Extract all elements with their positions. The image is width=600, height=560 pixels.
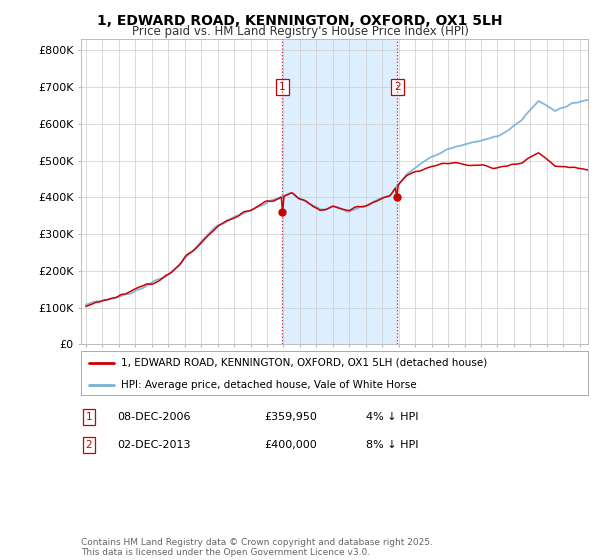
Text: 1, EDWARD ROAD, KENNINGTON, OXFORD, OX1 5LH (detached house): 1, EDWARD ROAD, KENNINGTON, OXFORD, OX1 … <box>121 358 487 368</box>
Text: £400,000: £400,000 <box>264 440 317 450</box>
Text: 4% ↓ HPI: 4% ↓ HPI <box>366 412 419 422</box>
Text: 1, EDWARD ROAD, KENNINGTON, OXFORD, OX1 5LH: 1, EDWARD ROAD, KENNINGTON, OXFORD, OX1 … <box>97 14 503 28</box>
Text: Contains HM Land Registry data © Crown copyright and database right 2025.
This d: Contains HM Land Registry data © Crown c… <box>81 538 433 557</box>
Text: HPI: Average price, detached house, Vale of White Horse: HPI: Average price, detached house, Vale… <box>121 380 416 390</box>
Text: 1: 1 <box>85 412 92 422</box>
Text: 2: 2 <box>394 82 401 92</box>
Text: 1: 1 <box>279 82 286 92</box>
Text: 02-DEC-2013: 02-DEC-2013 <box>117 440 191 450</box>
Bar <box>282 39 397 344</box>
Text: 08-DEC-2006: 08-DEC-2006 <box>117 412 191 422</box>
Text: 2: 2 <box>85 440 92 450</box>
Text: £359,950: £359,950 <box>264 412 317 422</box>
Text: Price paid vs. HM Land Registry's House Price Index (HPI): Price paid vs. HM Land Registry's House … <box>131 25 469 38</box>
Text: 8% ↓ HPI: 8% ↓ HPI <box>366 440 419 450</box>
